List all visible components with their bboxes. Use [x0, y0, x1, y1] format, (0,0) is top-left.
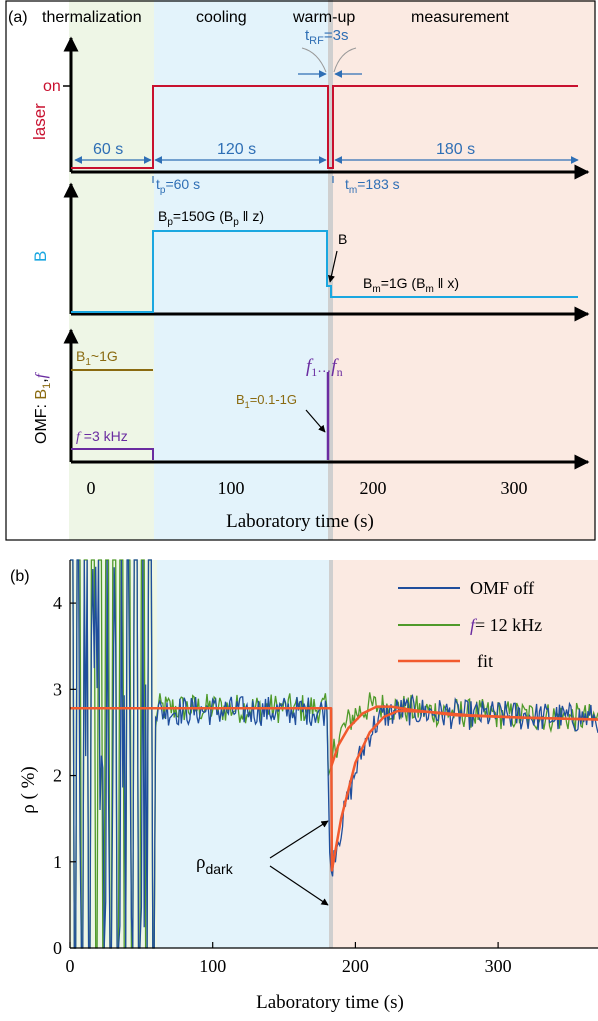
series-omf-off [70, 559, 598, 949]
bg-warmup [328, 0, 333, 540]
phase-cooling: cooling [196, 9, 247, 26]
b-xtick-label-100: 100 [199, 956, 226, 976]
phase-warmup: warm-up [292, 9, 355, 26]
duration-60: 60 s [93, 141, 123, 158]
phase-measurement: measurement [411, 9, 509, 26]
a-xtick-0: 0 [87, 478, 96, 498]
bg-cooling [154, 0, 328, 540]
panel-b: 0 100 200 300 0 1 2 3 4 (b) ρ ( %) Laboratory ti… [10, 559, 598, 1013]
series-fit-12khz [329, 705, 598, 768]
rho-dark-label: ρdark [196, 852, 234, 877]
legend-label-12khz: f= 12 kHz [470, 615, 542, 635]
legend-label-fit: fit [477, 651, 493, 671]
b-ylabel: ρ ( %) [18, 766, 39, 813]
field-signal [71, 230, 578, 313]
f-level [71, 448, 154, 460]
b-ytick-label-4: 4 [53, 593, 62, 613]
tm-label: tm=183 s [345, 176, 400, 196]
series-layer [70, 559, 598, 949]
tick-layer: 0 100 200 300 0 1 2 3 4 [53, 593, 512, 976]
rho-dark-arrow-upper [269, 820, 329, 859]
omf-row: OMF: B1,f B1~1G f =3 kHz B1=0.1-1G f1…fn [33, 328, 590, 470]
laser-on-label: on [43, 78, 61, 95]
panel-a: (a) thermalization cooling warm-up measu… [5, 0, 596, 541]
duration-180: 180 s [436, 141, 475, 158]
laser-row: laser on 60 s 120 s 180 s tRF=3s tp=60 s… [30, 27, 590, 196]
pulse-label: B1=0.1-1G [236, 392, 297, 410]
laser-signal [71, 85, 578, 169]
phase-thermalization: thermalization [42, 9, 142, 26]
laser-ylabel: laser [30, 103, 49, 140]
b-ytick-label-0: 0 [53, 938, 62, 958]
b-xtick-label-0: 0 [66, 956, 75, 976]
legend-label-omf-off: OMF off [470, 578, 534, 598]
a-xtick-100: 100 [218, 478, 245, 498]
rho-dark-arrow-lower [269, 865, 329, 906]
b-ytick-label-3: 3 [53, 679, 62, 699]
duration-120: 120 s [217, 141, 256, 158]
legend: OMF off f= 12 kHz fit [398, 578, 542, 671]
b-xlabel: Laboratory time (s) [256, 992, 404, 1013]
a-xtick-300: 300 [501, 478, 528, 498]
b-arrow-label: B [338, 231, 347, 247]
freq-seq-label: f1…fn [306, 356, 343, 379]
omf-ylabel: OMF: B1,f [33, 371, 53, 444]
b-bg-cooling [157, 560, 329, 948]
bg-thermalization [69, 0, 154, 540]
trf-label: tRF=3s [305, 27, 348, 47]
a-xtick-200: 200 [360, 478, 387, 498]
tp-label: tp=60 s [156, 176, 200, 196]
bm-label: Bm=1G (Bm ‖ x) [363, 275, 459, 295]
b-bg-measurement [333, 560, 598, 948]
field-row: B Bp=150G (Bp ‖ z) B Bm=1G (Bm ‖ x) [31, 182, 590, 322]
b-xtick-label-300: 300 [485, 956, 512, 976]
bp-label: Bp=150G (Bp ‖ z) [158, 208, 264, 228]
trf-bracket-left [301, 47, 327, 73]
f-label: f =3 kHz [76, 428, 128, 445]
panel-a-label: (a) [8, 9, 28, 26]
b1-label: B1~1G [76, 348, 118, 368]
a-xlabel: Laboratory time (s) [226, 511, 374, 532]
panel-a-border [5, 0, 596, 541]
b-ytick-label-2: 2 [53, 766, 62, 786]
bg-measurement [333, 0, 595, 540]
trf-bracket-right [333, 47, 357, 73]
b-arrow [327, 250, 338, 283]
pulse-arrow [305, 409, 326, 433]
b-ytick-label-1: 1 [53, 852, 62, 872]
panel-b-label: (b) [10, 568, 30, 585]
field-ylabel: B [31, 251, 50, 262]
b-xtick-label-200: 200 [342, 956, 369, 976]
